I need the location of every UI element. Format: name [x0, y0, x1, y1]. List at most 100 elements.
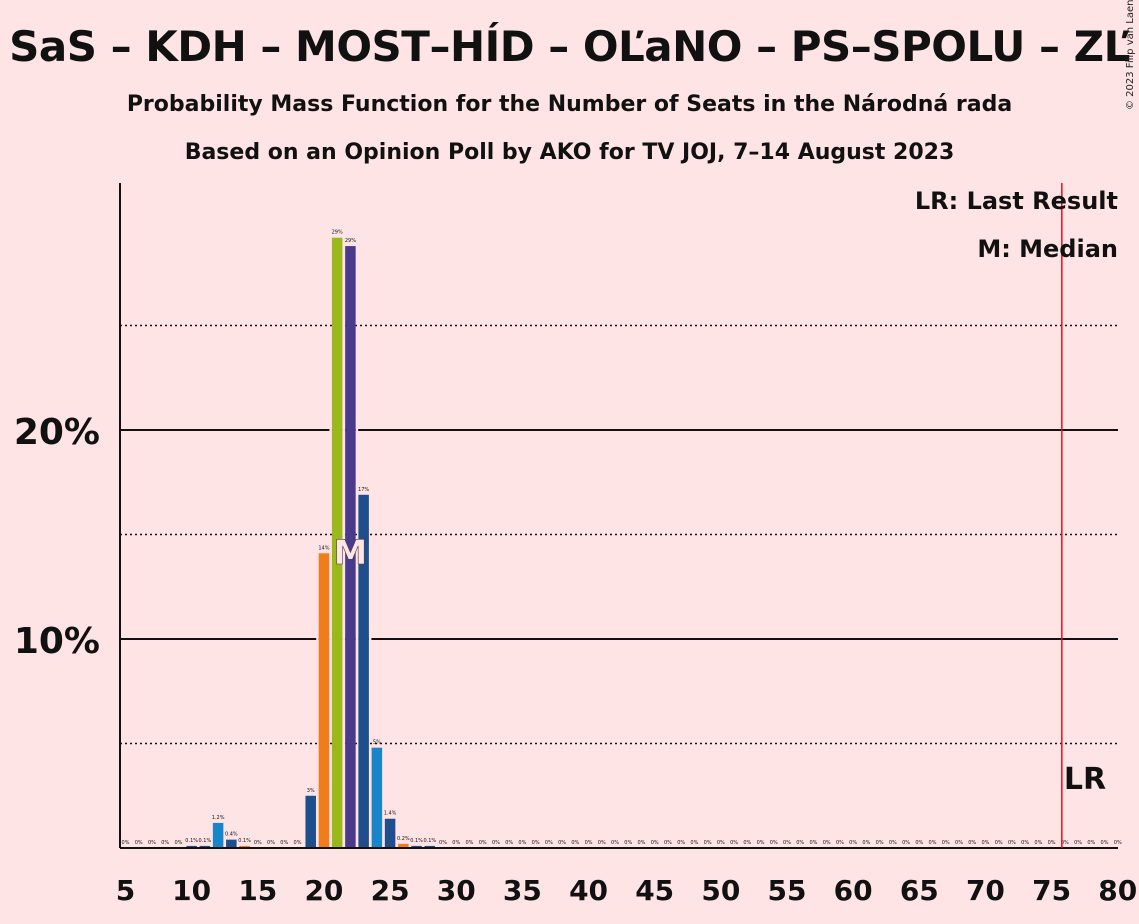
bar-label-seat-11: 0.1%: [199, 838, 212, 844]
gridline-break: [316, 637, 319, 641]
chart-subtitle-line1: Probability Mass Function for the Number…: [126, 92, 1013, 117]
gridline-break: [368, 637, 372, 641]
bar-label-seat-18: 0%: [294, 840, 302, 846]
bar-label-seat-35: 0%: [518, 840, 526, 846]
gridline-break: [329, 428, 332, 432]
bar-label-seat-48: 0%: [690, 840, 698, 846]
bar-label-seat-27: 0.1%: [410, 838, 423, 844]
bar-seat-19: [305, 795, 316, 848]
bar-label-seat-49: 0%: [704, 840, 712, 846]
bar-label-seat-65: 0%: [915, 840, 923, 846]
bar-label-seat-63: 0%: [889, 840, 897, 846]
bar-label-seat-37: 0%: [545, 840, 553, 846]
bar-label-seat-7: 0%: [148, 840, 156, 846]
chart-bars: [186, 237, 436, 849]
bar-label-seat-36: 0%: [532, 840, 540, 846]
y-tick-label: 20%: [14, 412, 100, 453]
bar-label-seat-71: 0%: [995, 840, 1003, 846]
bar-label-seat-62: 0%: [876, 840, 884, 846]
bar-label-seat-52: 0%: [743, 840, 751, 846]
bar-label-seat-26: 0.2%: [397, 836, 410, 842]
x-tick-label: 65: [900, 874, 939, 907]
bar-label-seat-21: 29%: [332, 230, 343, 236]
chart-tick-labels: 5 10 15 20 25 30 35 40 45 50 55 60 65 70 75 80 10% 20%: [14, 412, 1137, 907]
x-tick-label: 45: [635, 874, 674, 907]
gridline-break: [342, 637, 346, 641]
bar-seat-26: [398, 843, 409, 848]
bar-label-seat-34: 0%: [505, 840, 513, 846]
x-tick-label: 5: [116, 874, 135, 907]
bar-label-seat-53: 0%: [757, 840, 765, 846]
bar-label-seat-29: 0%: [439, 840, 447, 846]
bar-label-seat-58: 0%: [823, 840, 831, 846]
bar-label-seat-47: 0%: [677, 840, 685, 846]
bar-label-seat-54: 0%: [770, 840, 778, 846]
bar-label-seat-60: 0%: [849, 840, 857, 846]
bar-label-seat-22: 29%: [345, 238, 356, 244]
bar-seat-13: [226, 839, 237, 848]
bar-label-seat-57: 0%: [809, 840, 817, 846]
x-tick-label: 70: [966, 874, 1005, 907]
bar-label-seat-59: 0%: [836, 840, 844, 846]
bar-label-seat-67: 0%: [942, 840, 950, 846]
bar-label-seat-79: 0%: [1101, 840, 1109, 846]
bar-label-seat-10: 0.1%: [185, 838, 198, 844]
y-tick-label: 10%: [14, 621, 100, 662]
bar-label-seat-23: 17%: [358, 487, 369, 493]
legend-median: M: Median: [977, 235, 1118, 263]
bar-label-seat-16: 0%: [267, 840, 275, 846]
bar-label-seat-31: 0%: [466, 840, 474, 846]
bar-label-seat-51: 0%: [730, 840, 738, 846]
bar-label-seat-46: 0%: [664, 840, 672, 846]
bar-label-seat-25: 1.4%: [384, 811, 397, 817]
bar-label-seat-73: 0%: [1021, 840, 1029, 846]
bar-label-seat-12: 1.2%: [212, 815, 225, 821]
bar-seat-10: [186, 845, 197, 848]
bar-label-seat-77: 0%: [1074, 840, 1082, 846]
bar-seat-22: [345, 246, 356, 848]
gridline-break: [355, 428, 359, 432]
bar-label-seat-75: 0%: [1048, 840, 1056, 846]
chart-axes: [119, 183, 1118, 849]
chart-gridlines: [120, 324, 1118, 745]
bar-seat-23: [358, 494, 369, 848]
bar-label-seat-19: 3%: [307, 788, 315, 794]
bar-label-seat-33: 0%: [492, 840, 500, 846]
bar-label-seat-20: 14%: [318, 545, 329, 551]
median-marker: M: [333, 533, 367, 573]
chart-subtitle-line2: Based on an Opinion Poll by AKO for TV J…: [184, 140, 955, 165]
bar-label-seat-13: 0.4%: [225, 832, 238, 838]
bar-label-seat-15: 0%: [254, 840, 262, 846]
x-tick-label: 30: [437, 874, 476, 907]
bar-label-seat-14: 0.1%: [238, 838, 251, 844]
bar-label-seat-42: 0%: [611, 840, 619, 846]
bar-label-seat-72: 0%: [1008, 840, 1016, 846]
bar-label-seat-74: 0%: [1034, 840, 1042, 846]
bar-seat-24: [371, 747, 383, 848]
bar-label-seat-55: 0%: [783, 840, 791, 846]
bar-label-seat-40: 0%: [585, 840, 593, 846]
bar-label-seat-28: 0.1%: [423, 838, 436, 844]
bar-seat-28: [424, 845, 436, 848]
bar-label-seat-17: 0%: [280, 840, 288, 846]
chart-title: SaS – KDH – MOST–HÍD – OĽaNO – PS–SPOLU …: [9, 22, 1130, 71]
bar-label-seat-69: 0%: [968, 840, 976, 846]
bar-label-seat-76: 0%: [1061, 840, 1069, 846]
bar-label-seat-32: 0%: [479, 840, 487, 846]
bar-label-seat-5: 0%: [122, 840, 130, 846]
bar-label-seat-24: 5%: [373, 740, 381, 746]
x-tick-label: 55: [768, 874, 807, 907]
bar-label-seat-45: 0%: [651, 840, 659, 846]
bar-label-seat-44: 0%: [638, 840, 646, 846]
bar-label-seat-68: 0%: [955, 840, 963, 846]
bar-label-seat-50: 0%: [717, 840, 725, 846]
bar-seat-27: [411, 845, 422, 848]
gridline-break: [342, 428, 346, 432]
bar-label-seat-6: 0%: [135, 840, 143, 846]
bar-label-seat-56: 0%: [796, 840, 804, 846]
chart-bar-labels: 0% 0% 0% 0% 0% 0.1% 0.1%1.2%0.4%0.1% 0% 0% 0% 0%3%…: [122, 230, 1122, 846]
legend-last-result: LR: Last Result: [915, 187, 1118, 215]
x-tick-label: 80: [1098, 874, 1137, 907]
bar-label-seat-78: 0%: [1087, 840, 1095, 846]
bar-seat-11: [199, 845, 211, 848]
